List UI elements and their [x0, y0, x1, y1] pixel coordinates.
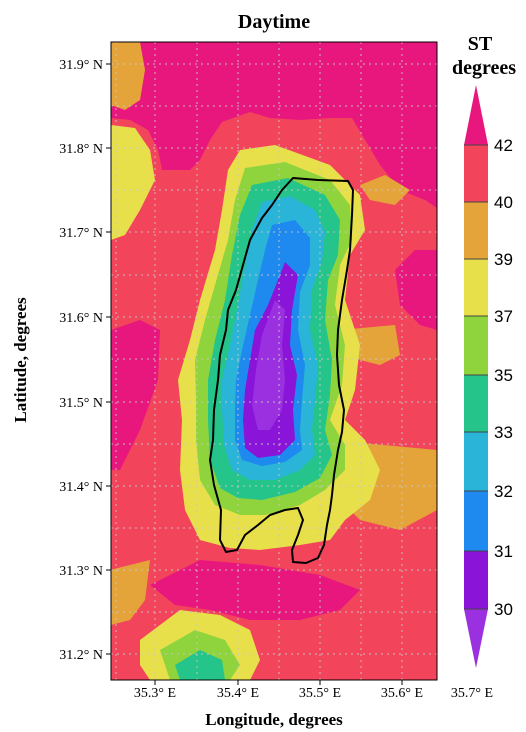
map-title: Daytime [238, 11, 310, 33]
y-tick-label: 31.2° N [59, 648, 103, 663]
colorbar-title-line2: degrees [452, 57, 516, 79]
colorbar-separators [464, 144, 488, 610]
colorbar-band-33-35 [464, 375, 488, 432]
y-tick-label: 31.5° N [59, 396, 103, 411]
x-tick-label: 35.6° E [381, 686, 423, 701]
colorbar-band-31-32 [464, 491, 488, 551]
colorbar-label: 30 [494, 600, 513, 619]
band-above-42-south [150, 560, 360, 620]
lake-outline [209, 177, 354, 564]
colorbar-band-37-39 [464, 259, 488, 316]
y-tick-marks [106, 63, 111, 655]
band-above-42-west [111, 320, 160, 470]
colorbar-band-35-37 [464, 316, 488, 375]
grid-lines [111, 42, 437, 680]
colorbar-label: 32 [494, 482, 513, 501]
band-above-42-north [111, 42, 437, 208]
colorbar-label: 39 [494, 250, 513, 269]
y-tick-label: 31.9° N [59, 58, 103, 73]
x-ticks: 35.3° E 35.4° E 35.5° E 35.6° E 35.7° E [134, 686, 493, 701]
band-37-39-west [111, 125, 155, 240]
colorbar-band-30-31 [464, 551, 488, 609]
colorbar-labels: 42 40 39 37 35 33 32 31 30 [494, 136, 513, 619]
x-tick-label: 35.7° E [451, 686, 493, 701]
band-39-40-c [111, 560, 150, 625]
y-ticks: 31.9° N 31.8° N 31.7° N 31.6° N 31.5° N … [59, 58, 103, 663]
x-tick-label: 35.3° E [134, 686, 176, 701]
colorbar-label: 37 [494, 307, 513, 326]
colorbar-band-32-33 [464, 432, 488, 491]
x-tick-marks [154, 680, 403, 685]
y-tick-label: 31.6° N [59, 311, 103, 326]
band-39-40-d [360, 175, 410, 205]
band-below-30 [252, 300, 285, 430]
colorbar-label: 31 [494, 542, 513, 561]
colorbar-label: 35 [494, 366, 513, 385]
colorbar-title-line1: ST [468, 33, 493, 55]
band-33-35-south [175, 650, 225, 680]
plot-area [111, 42, 437, 680]
plot-frame [110, 41, 438, 681]
x-tick-label: 35.5° E [299, 686, 341, 701]
colorbar-band-39-40 [464, 202, 488, 259]
colorbar-band-40-42 [464, 145, 488, 202]
y-tick-label: 31.8° N [59, 142, 103, 157]
y-tick-label: 31.4° N [59, 480, 103, 495]
y-tick-label: 31.3° N [59, 564, 103, 579]
colorbar: ST degrees 42 40 39 37 35 [452, 33, 516, 668]
band-39-40-e [111, 42, 145, 110]
band-above-42-east [395, 250, 437, 330]
x-tick-label: 35.4° E [217, 686, 259, 701]
colorbar-label: 33 [494, 423, 513, 442]
y-tick-label: 31.7° N [59, 226, 103, 241]
y-axis-label: Latitude, degrees [11, 297, 30, 423]
colorbar-label: 42 [494, 136, 513, 155]
x-axis-label: Longitude, degrees [205, 710, 343, 729]
colorbar-label: 40 [494, 193, 513, 212]
colorbar-top-arrow [464, 85, 488, 145]
colorbar-bottom-arrow [464, 609, 488, 668]
